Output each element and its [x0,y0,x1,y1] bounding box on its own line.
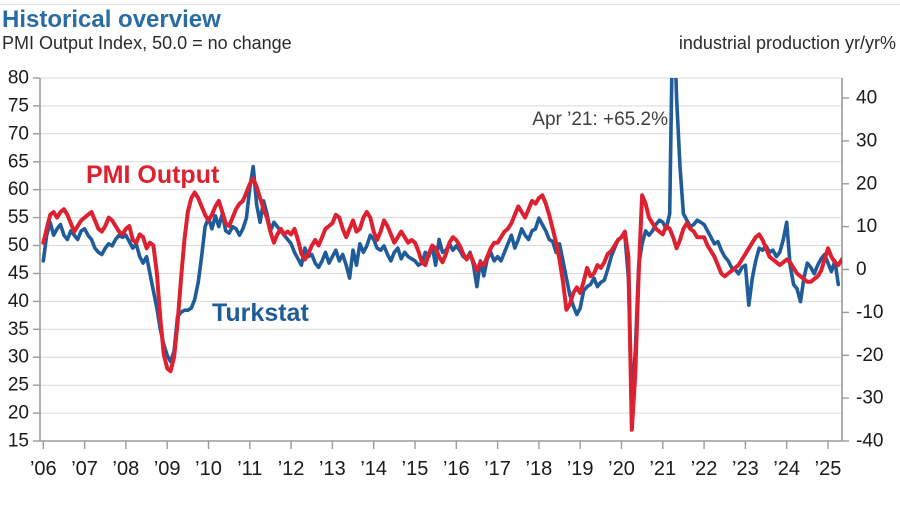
series-label-turkstat: Turkstat [212,299,309,327]
x-axis-label: ’22 [691,458,718,480]
pmi-output-line [41,176,842,432]
y-axis-left-label: 55 [8,207,29,228]
x-axis-label: ’10 [195,458,222,480]
y-axis-right-label: -20 [856,345,883,366]
y-axis-left-label: 50 [8,235,29,256]
y-axis-right-label: -30 [856,388,883,409]
x-axis-label: ’15 [402,458,429,480]
page-title: Historical overview [2,6,221,33]
top-divider [0,4,900,5]
y-axis-right-label: 10 [856,216,877,237]
x-axis-label: ’12 [278,458,305,480]
y-axis-right-label: -10 [856,302,883,323]
x-axis-label: ’19 [567,458,594,480]
x-axis-label: ’09 [154,458,181,480]
x-axis-label: ’25 [815,458,842,480]
y-axis-left-label: 70 [8,123,29,144]
y-axis-right-label: 30 [856,130,877,151]
y-axis-left-label: 30 [8,347,29,368]
series-label-pmi-output: PMI Output [86,161,220,189]
x-axis-label: ’16 [443,458,470,480]
y-axis-left-label: 20 [8,403,29,424]
y-axis-left-label: 65 [8,151,29,172]
subtitle-right-axis: industrial production yr/yr% [678,33,896,53]
y-axis-right-label: 40 [856,88,877,109]
x-axis-label: ’13 [319,458,346,480]
y-axis-left-label: 35 [8,319,29,340]
y-axis-left-label: 80 [8,68,29,89]
y-axis-left-label: 60 [8,179,29,200]
x-axis-label: ’07 [71,458,98,480]
x-axis-label: ’18 [526,458,553,480]
y-axis-right-label: 0 [856,259,867,280]
y-axis-left-label: 25 [8,375,29,396]
y-axis-left-label: 45 [8,263,29,284]
x-axis-label: ’06 [30,458,57,480]
y-axis-right-label: 20 [856,173,877,194]
y-axis-left-label: 75 [8,95,29,116]
x-axis-label: ’21 [649,458,676,480]
x-axis-label: ’23 [732,458,759,480]
y-axis-left-label: 15 [8,431,29,452]
x-axis-label: ’14 [360,458,387,480]
x-axis-label: ’24 [773,458,800,480]
x-axis-label: ’17 [484,458,511,480]
x-axis-label: ’20 [608,458,635,480]
x-axis-label: ’11 [237,458,262,480]
subtitle-left-axis: PMI Output Index, 50.0 = no change [2,33,292,53]
annotation-apr21: Apr ’21: +65.2% [532,109,668,130]
y-axis-right-label: -40 [856,431,883,452]
y-axis-left-label: 40 [8,291,29,312]
x-axis-label: ’08 [113,458,140,480]
